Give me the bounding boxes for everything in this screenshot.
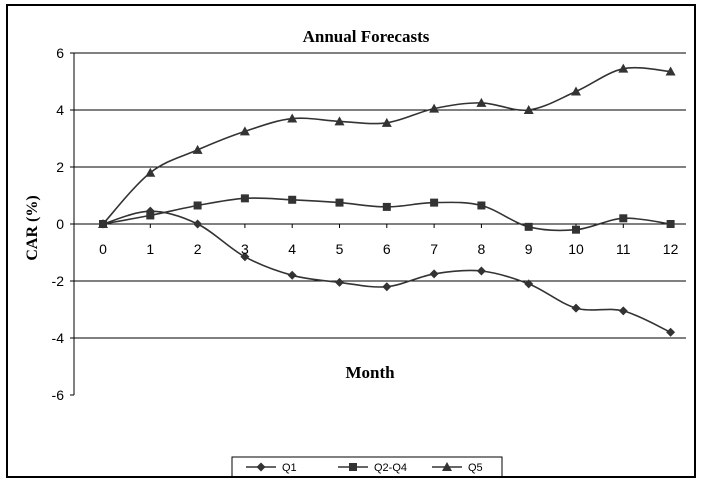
data-point-q5 bbox=[571, 86, 581, 96]
data-point-q1 bbox=[524, 279, 534, 289]
y-tick-label: 4 bbox=[56, 102, 64, 118]
data-point-q2-q4 bbox=[335, 198, 344, 207]
series-lines bbox=[102, 66, 671, 334]
gridlines bbox=[74, 52, 686, 339]
data-point-q5 bbox=[618, 63, 629, 73]
x-tick-label: 0 bbox=[99, 241, 107, 257]
chart-frame: 6 4 2 0 -2 -4 -6 0 1 2 3 4 5 6 7 8 9 10 11 12 Annual Foreca… bbox=[6, 4, 696, 478]
data-point-q5 bbox=[665, 66, 676, 76]
data-point-q1 bbox=[476, 266, 486, 276]
x-tick-label: 10 bbox=[568, 241, 584, 257]
data-point-q1 bbox=[571, 303, 581, 313]
data-point-q2-q4 bbox=[288, 195, 297, 204]
x-tick-label: 9 bbox=[525, 241, 533, 257]
data-point-q1 bbox=[666, 327, 676, 337]
legend-marker-q5 bbox=[442, 462, 452, 471]
x-axis-label: Month bbox=[345, 363, 395, 382]
data-point-q2-q4 bbox=[572, 225, 580, 234]
series-line-q5 bbox=[102, 66, 671, 225]
y-tick-label: 6 bbox=[56, 45, 64, 61]
data-point-q2-q4 bbox=[524, 222, 533, 231]
data-point-q1 bbox=[618, 306, 628, 316]
data-point-q2-q4 bbox=[240, 194, 249, 203]
data-point-q5 bbox=[192, 144, 203, 154]
data-point-q5 bbox=[334, 116, 345, 126]
chart-title: Annual Forecasts bbox=[303, 27, 430, 46]
x-tick-label: 2 bbox=[194, 241, 202, 257]
legend-label-q1: Q1 bbox=[282, 462, 297, 474]
data-point-q1 bbox=[382, 282, 392, 292]
x-tick-label: 6 bbox=[383, 241, 391, 257]
legend-marker-q2-q4 bbox=[349, 463, 357, 471]
y-tick-label: 2 bbox=[56, 159, 64, 175]
x-tick-label: 12 bbox=[663, 241, 679, 257]
legend-label-q5: Q5 bbox=[468, 462, 483, 474]
data-point-q1 bbox=[287, 270, 297, 280]
data-point-q5 bbox=[239, 126, 250, 136]
data-point-q1 bbox=[429, 269, 439, 279]
data-point-q1 bbox=[335, 277, 344, 287]
axes bbox=[70, 52, 686, 396]
data-point-q2-q4 bbox=[146, 211, 155, 220]
series-markers bbox=[98, 63, 676, 337]
data-point-q2-q4 bbox=[666, 220, 675, 228]
x-tick-label: 5 bbox=[336, 241, 344, 257]
data-point-q5 bbox=[145, 167, 156, 177]
legend-marker-q1 bbox=[256, 462, 266, 472]
data-point-q2-q4 bbox=[619, 214, 628, 223]
data-point-q5 bbox=[98, 219, 108, 228]
y-tick-label: -6 bbox=[52, 387, 65, 403]
data-point-q1 bbox=[193, 219, 203, 229]
legend-label-q2-q4: Q2-Q4 bbox=[374, 462, 407, 474]
x-tick-label: 1 bbox=[146, 241, 154, 257]
data-point-q5 bbox=[287, 113, 298, 123]
data-point-q2-q4 bbox=[477, 201, 486, 210]
x-tick-label: 3 bbox=[241, 241, 249, 257]
data-point-q2-q4 bbox=[193, 201, 202, 210]
data-point-q5 bbox=[381, 117, 392, 127]
series-line-q1 bbox=[102, 210, 671, 334]
data-point-q2-q4 bbox=[382, 202, 391, 211]
data-point-q5 bbox=[523, 105, 534, 114]
data-point-q1 bbox=[240, 252, 250, 262]
x-tick-label: 8 bbox=[478, 241, 486, 257]
legend: Q1 Q2-Q4 Q5 bbox=[231, 456, 503, 476]
y-tick-label: -4 bbox=[52, 330, 65, 346]
x-tick-label: 4 bbox=[288, 241, 296, 257]
data-point-q5 bbox=[476, 97, 487, 107]
y-axis-label: CAR (%) bbox=[24, 195, 41, 260]
data-point-q2-q4 bbox=[430, 198, 439, 207]
y-tick-label: -2 bbox=[52, 273, 65, 289]
x-tick-label: 7 bbox=[430, 241, 438, 257]
data-point-q5 bbox=[429, 103, 440, 113]
x-tick-label: 11 bbox=[616, 241, 631, 257]
y-tick-label: 0 bbox=[56, 216, 64, 232]
